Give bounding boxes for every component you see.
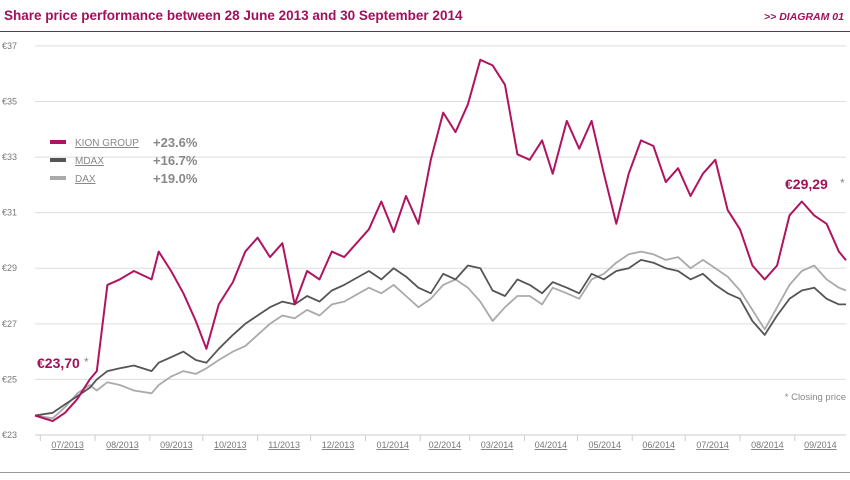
legend-label: DAX <box>75 174 96 185</box>
y-tick-label: €37 <box>2 41 17 51</box>
y-tick-label: €29 <box>2 263 17 273</box>
legend-value: +23.6% <box>153 135 198 150</box>
start-value-label: €23,70 <box>37 355 80 371</box>
chart-title: Share price performance between 28 June … <box>4 8 463 23</box>
title-rule <box>0 31 850 32</box>
x-tick-label: 07/2014 <box>696 440 729 450</box>
x-tick-label: 03/2014 <box>481 440 514 450</box>
x-tick-label: 09/2014 <box>804 440 837 450</box>
x-tick-label: 07/2013 <box>51 440 84 450</box>
y-tick-label: €23 <box>2 430 17 440</box>
x-tick-label: 08/2013 <box>106 440 139 450</box>
kion-group-line <box>34 58 847 423</box>
y-tick-label: €31 <box>2 208 17 218</box>
x-tick-label: 01/2014 <box>377 440 410 450</box>
x-tick-label: 12/2013 <box>322 440 355 450</box>
legend: KION GROUP +23.6% MDAX +16.7% DAX +19.0% <box>50 135 198 186</box>
legend-label: KION GROUP <box>75 138 139 149</box>
legend-value: +19.0% <box>153 171 198 186</box>
legend-label: MDAX <box>75 156 104 167</box>
dax-line <box>34 250 847 420</box>
x-tick-label: 10/2013 <box>214 440 247 450</box>
x-tick-label: 06/2014 <box>642 440 675 450</box>
legend-value: +16.7% <box>153 153 198 168</box>
y-tick-label: €25 <box>2 374 17 384</box>
x-tick-label: 11/2013 <box>268 440 300 450</box>
legend-dax: DAX +19.0% <box>50 171 198 186</box>
x-tick-label: 04/2014 <box>535 440 568 450</box>
closing-price-note: * Closing price <box>785 392 846 403</box>
y-tick-label: €35 <box>2 96 17 106</box>
start-value-star: * <box>84 355 89 369</box>
x-tick-label: 09/2013 <box>160 440 193 450</box>
diagram-tag: >> DIAGRAM 01 <box>764 11 844 23</box>
mdax-line <box>34 258 846 417</box>
y-axis: €37 €35 €33 €31 €29 €27 €25 €23 <box>2 41 17 440</box>
bottom-rule <box>0 472 850 473</box>
x-tick-label: 05/2014 <box>589 440 622 450</box>
legend-mdax: MDAX +16.7% <box>50 153 198 168</box>
grid-lines <box>35 45 846 436</box>
x-tick-label: 08/2014 <box>751 440 784 450</box>
end-value-label: €29,29 <box>785 176 828 192</box>
legend-kion-group: KION GROUP +23.6% <box>50 135 198 150</box>
end-value-star: * <box>840 176 845 190</box>
y-tick-label: €33 <box>2 152 17 162</box>
x-axis: 07/2013 08/2013 09/2013 10/2013 11/2013 12/20… <box>35 434 846 450</box>
x-tick-label: 02/2014 <box>429 440 462 450</box>
series-lines <box>34 58 847 423</box>
annotations: €23,70 * €29,29 * * Closing price <box>37 176 846 403</box>
y-tick-label: €27 <box>2 319 17 329</box>
